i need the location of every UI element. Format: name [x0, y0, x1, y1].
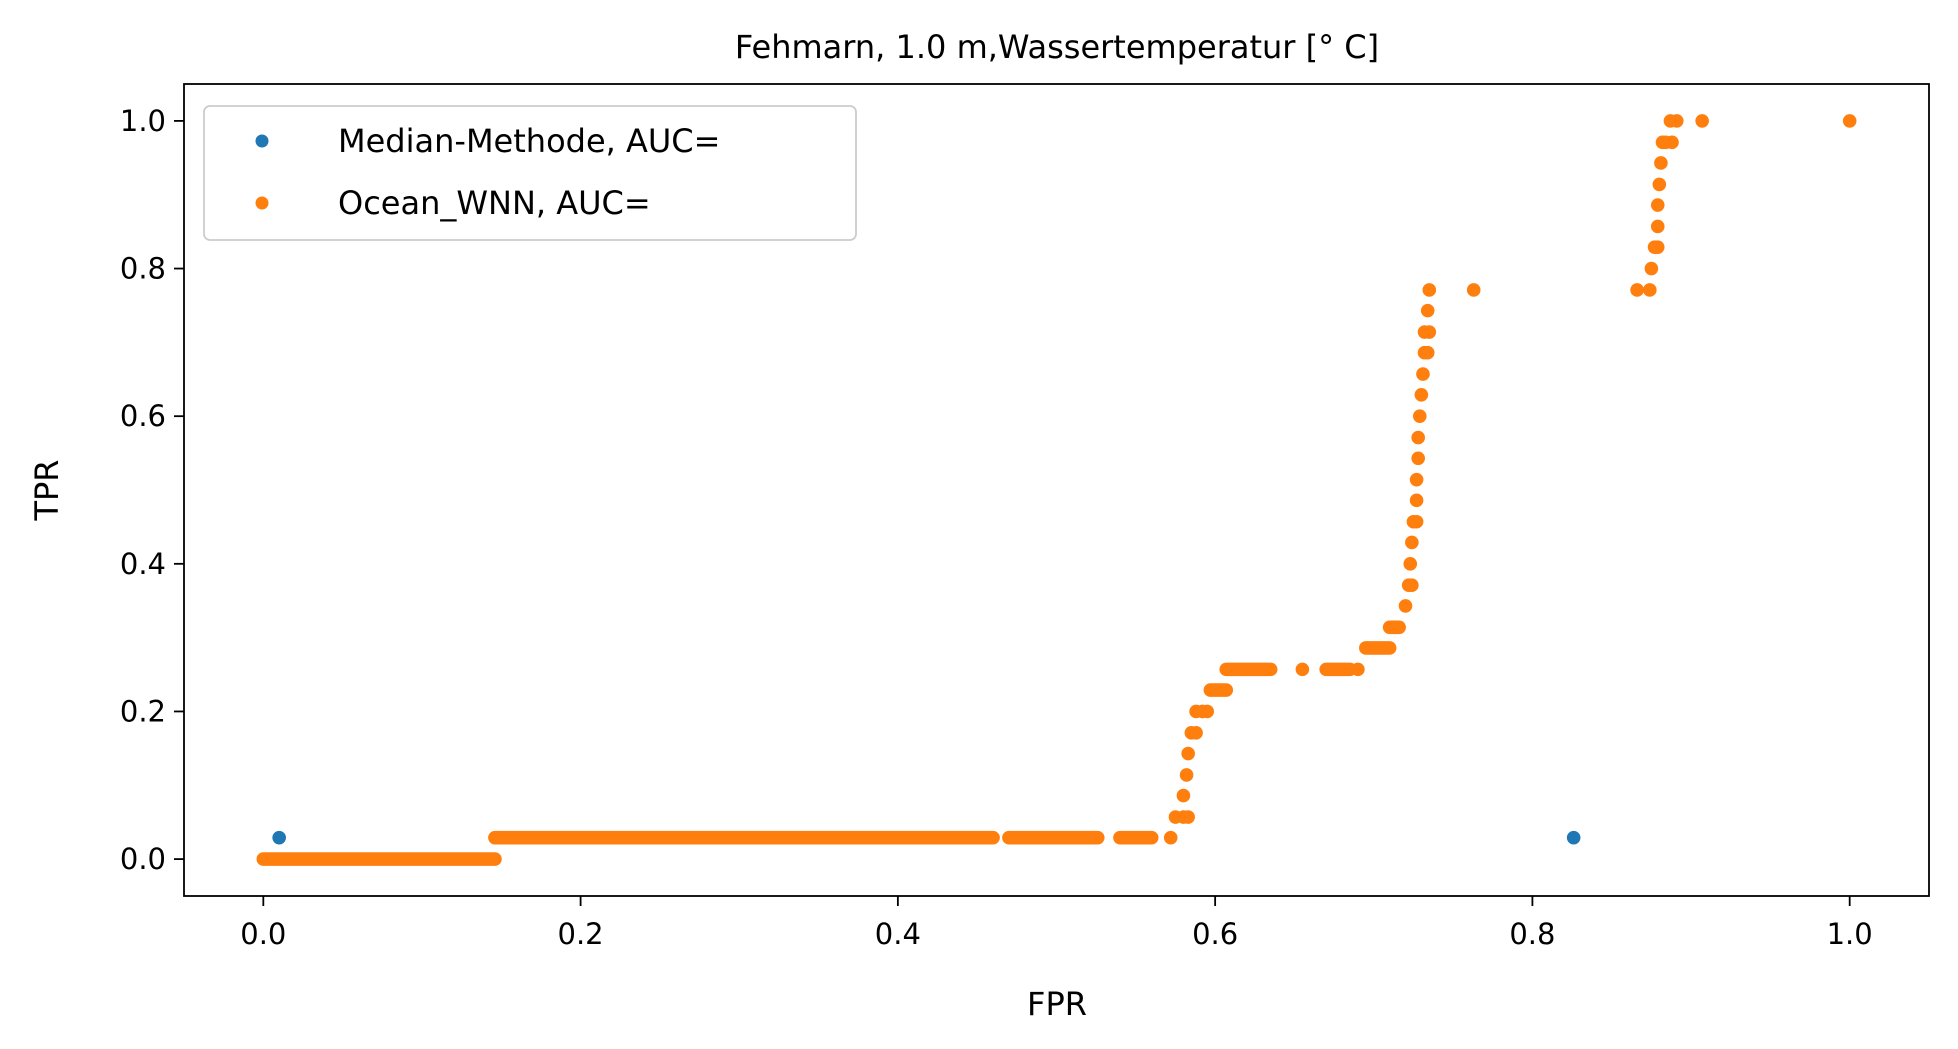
ocean-wnn-point: [1411, 451, 1425, 466]
y-tick-label: 0.2: [120, 694, 166, 728]
x-tick-label: 0.4: [875, 917, 921, 951]
x-axis: 0.0 0.2 0.4 0.6 0.8 1.0: [240, 896, 1873, 951]
median-methode-point: [272, 830, 286, 845]
chart-title: Fehmarn, 1.0 m,Wassertemperatur [° C]: [735, 28, 1379, 66]
ocean-wnn-point: [1630, 283, 1644, 297]
legend-box: [203, 105, 857, 241]
ocean-wnn-point: [1669, 114, 1684, 128]
x-tick-label: 0.0: [240, 917, 286, 951]
axes-frame: [183, 83, 1930, 897]
ocean-wnn-point: [1414, 387, 1429, 402]
ocean-wnn-point: [1409, 514, 1424, 529]
ocean-wnn-point: [1650, 240, 1665, 254]
ocean-wnn-point: [1420, 345, 1435, 360]
ocean-wnn-point: [1416, 367, 1430, 381]
ocean-wnn-point: [1842, 114, 1857, 128]
ocean-wnn-point: [1176, 788, 1191, 803]
ocean-wnn-point: [1181, 746, 1195, 761]
x-tick-label: 0.6: [1192, 917, 1238, 951]
ocean-wnn-point: [1412, 409, 1427, 423]
y-tick-label: 1.0: [120, 104, 166, 138]
y-tick-label: 0.4: [120, 547, 166, 581]
ocean-wnn-point: [1351, 662, 1365, 677]
y-axis: 0.0 0.2 0.4 0.6 0.8 1.0: [120, 104, 184, 876]
ocean-wnn-point: [1422, 325, 1437, 339]
ocean-wnn-point: [1405, 578, 1419, 593]
ocean-wnn-point: [1652, 177, 1667, 192]
ocean-wnn-point: [1420, 303, 1435, 318]
ocean-wnn-point: [1295, 662, 1310, 677]
ocean-wnn-point: [1650, 198, 1665, 212]
ocean-wnn-point: [1200, 704, 1215, 719]
ocean-wnn-point: [1163, 830, 1178, 845]
legend-label-median-methode: Median-Methode, AUC=: [338, 122, 720, 160]
ocean-wnn-point: [1650, 219, 1665, 234]
y-tick-label: 0.0: [120, 842, 166, 876]
legend: Median-Methode, AUC= Ocean_WNN, AUC=: [203, 105, 857, 241]
plot-area: [256, 114, 1857, 866]
ocean-wnn-point: [1466, 283, 1481, 297]
ocean-wnn-point: [1189, 726, 1203, 740]
legend-marker-ocean-wnn: [255, 196, 269, 210]
ocean-wnn-point: [1422, 283, 1437, 297]
legend-marker-median-methode: [255, 134, 269, 148]
x-tick-label: 0.8: [1509, 917, 1555, 951]
ocean-wnn-point: [1665, 135, 1679, 150]
ocean-wnn-point: [1409, 472, 1424, 487]
x-axis-label: FPR: [1027, 985, 1087, 1023]
y-tick-label: 0.6: [120, 399, 166, 433]
ocean-wnn-point: [1644, 261, 1659, 276]
y-tick-label: 0.8: [120, 252, 166, 286]
x-tick-label: 0.2: [558, 917, 604, 951]
ocean-wnn-point: [1179, 768, 1194, 782]
y-axis-label: TPR: [28, 459, 66, 521]
ocean-wnn-point: [1695, 114, 1709, 128]
ocean-wnn-point: [1405, 535, 1419, 550]
ocean-wnn-point: [1654, 156, 1668, 170]
ocean-wnn-point: [1398, 599, 1413, 613]
ocean-wnn-point: [1643, 283, 1657, 297]
median-methode-point: [1566, 830, 1581, 845]
legend-label-ocean-wnn: Ocean_WNN, AUC=: [338, 184, 651, 222]
ocean-wnn-point: [1403, 557, 1418, 571]
ocean-wnn-point: [1409, 493, 1424, 508]
ocean-wnn-point: [1411, 430, 1425, 445]
ocean-wnn-point: [1181, 810, 1195, 824]
x-tick-label: 1.0: [1827, 917, 1873, 951]
